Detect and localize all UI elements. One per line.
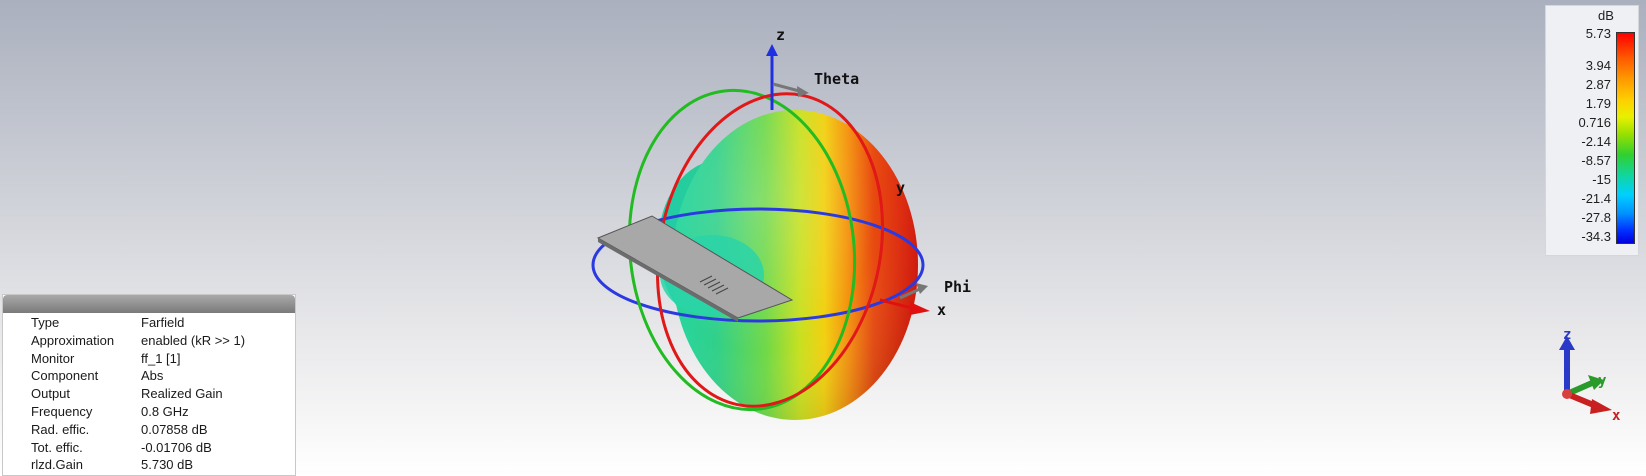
info-row: Monitor ff_1 [1] (31, 350, 245, 368)
legend-tick: 0.716 (1578, 115, 1611, 130)
info-value: enabled (kR >> 1) (141, 332, 246, 348)
triad-z-label: z (1563, 327, 1571, 343)
z-axis-label: z (776, 26, 785, 44)
farfield-info-panel: Type Farfield Approximation enabled (kR >>… (2, 294, 296, 476)
x-axis-arrowhead (910, 302, 930, 315)
info-value: 5.730 dB (141, 457, 194, 473)
info-row: Tot. effic. -0.01706 dB (31, 439, 245, 457)
info-value: 0.07858 dB (141, 421, 208, 437)
info-row: Rad. effic. 0.07858 dB (31, 421, 245, 439)
triad-y-label: y (1598, 373, 1607, 389)
info-value: -0.01706 dB (141, 439, 212, 455)
info-key: Rad. effic. (31, 421, 90, 437)
info-row: Frequency 0.8 GHz (31, 403, 245, 421)
info-row: Approximation enabled (kR >> 1) (31, 332, 245, 350)
legend-tick: -15 (1592, 172, 1611, 187)
legend-tick: 2.87 (1585, 77, 1611, 92)
info-table: Type Farfield Approximation enabled (kR >>… (31, 314, 245, 474)
legend-tick: -8.57 (1581, 153, 1611, 168)
info-key: Frequency (31, 403, 93, 419)
orientation-triad[interactable]: z y x (1559, 327, 1621, 424)
legend-tick: -21.4 (1581, 191, 1611, 206)
info-key: rlzd.Gain (31, 457, 84, 473)
legend-tick: -34.3 (1581, 229, 1611, 244)
info-row: rlzd.Gain 5.730 dB (31, 456, 245, 474)
info-value: 0.8 GHz (141, 403, 189, 419)
antenna-structure (596, 215, 794, 322)
info-row: Component Abs (31, 367, 245, 385)
info-value: Farfield (141, 315, 185, 330)
legend-unit: dB (1598, 8, 1614, 23)
triad-x-label: x (1612, 408, 1621, 424)
info-row: Type Farfield (31, 314, 245, 332)
phi-circle (591, 207, 925, 323)
legend-tick: -2.14 (1581, 134, 1611, 149)
info-value: ff_1 [1] (141, 350, 181, 366)
info-key: Type (31, 315, 60, 330)
phi-label: Phi (944, 278, 971, 296)
info-key: Monitor (31, 350, 75, 366)
y-axis-label: y (896, 179, 905, 197)
legend-tick: -27.8 (1581, 210, 1611, 225)
theta-label: Theta (814, 70, 859, 88)
info-key: Output (31, 386, 71, 402)
legend-tick: 1.79 (1585, 96, 1611, 111)
info-key: Component (31, 368, 99, 384)
x-axis-label: x (937, 301, 946, 319)
color-scale-legend: dB 5.73 3.94 2.87 1.79 0.716 -2.14 -8.57… (1545, 5, 1639, 256)
theta-arrowhead (797, 86, 809, 97)
info-value: Abs (141, 368, 164, 384)
legend-color-bar (1616, 32, 1635, 244)
info-row: Output Realized Gain (31, 385, 245, 403)
info-value: Realized Gain (141, 386, 223, 402)
legend-tick: 3.94 (1585, 58, 1611, 73)
info-panel-titlebar[interactable] (3, 295, 295, 313)
info-key: Approximation (31, 332, 115, 348)
phi-direction-arrow (899, 286, 923, 300)
legend-tick: 5.73 (1585, 26, 1611, 41)
z-axis-arrowhead (766, 44, 778, 56)
green-circle (627, 88, 857, 412)
phi-arrowhead (916, 283, 928, 294)
info-key: Tot. effic. (31, 439, 83, 455)
